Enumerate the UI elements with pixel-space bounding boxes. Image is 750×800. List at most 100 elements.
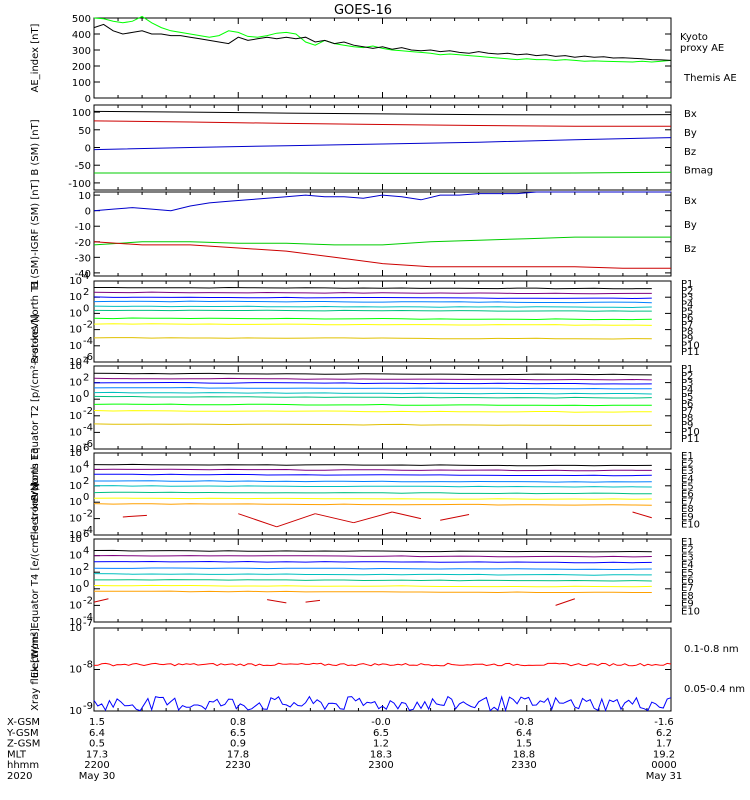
- series-line: [93, 191, 671, 212]
- legend-label: P7: [681, 320, 693, 331]
- series-line: [93, 410, 652, 413]
- x-axis-value: 17.8: [227, 749, 249, 760]
- legend-label: E1: [681, 451, 694, 462]
- y-tick-exponent: 0: [83, 303, 89, 314]
- series-line: [93, 485, 652, 488]
- legend-label: Bz: [684, 244, 696, 255]
- legend-label: P5: [681, 392, 693, 403]
- y-tick-label: -30: [75, 253, 91, 264]
- panel-e_eq: Electrons Equator T4 [e/(cm²-s-sr-keV)] 1…: [30, 483, 700, 678]
- y-tick-label: 10: [69, 551, 82, 562]
- series-line: [93, 372, 652, 376]
- y-tick-label: 100: [72, 108, 91, 119]
- x-axis-value: May 30: [79, 771, 116, 782]
- y-tick-label: 10: [69, 308, 82, 319]
- x-axis-value: 1.2: [373, 739, 389, 750]
- y-axis-label: AE_index [nT]: [30, 23, 41, 92]
- y-tick-exponent: 2: [83, 562, 89, 573]
- legend-label: P4: [681, 385, 693, 396]
- series-line: [93, 236, 671, 246]
- legend-label: E9: [681, 512, 694, 523]
- legend-label: P2: [681, 286, 693, 297]
- y-tick-label: 10: [69, 706, 82, 717]
- y-tick-label: 10: [78, 191, 91, 202]
- y-tick-exponent: 2: [83, 373, 89, 384]
- panel-bsm: B (SM) [nT] -100 -50 0 50 100 Bx By Bz Bmag: [30, 104, 713, 191]
- series-segment: [122, 514, 147, 518]
- y-tick-exponent: -9: [83, 701, 93, 712]
- series-line: [93, 584, 652, 588]
- y-tick-label: 10: [69, 514, 82, 525]
- y-tick-exponent: -8: [83, 660, 93, 671]
- legend-label: P8: [681, 327, 693, 338]
- x-axis-value: 17.3: [86, 749, 108, 760]
- y-tick-label: 100: [72, 78, 91, 89]
- y-tick-label: 400: [72, 30, 91, 41]
- y-tick-exponent: 2: [83, 287, 89, 298]
- y-tick-label: 10: [69, 325, 82, 336]
- x-axis-value: -0.8: [514, 717, 534, 728]
- panel-frame: [93, 627, 672, 712]
- y-tick-label: 10: [69, 584, 82, 595]
- y-tick-label: -100: [68, 179, 91, 190]
- x-axis-value: 18.3: [370, 749, 392, 760]
- series-line: [93, 491, 652, 495]
- legend-label: 0.1-0.8 nm: [684, 644, 739, 655]
- legend-label: P7: [681, 406, 693, 417]
- x-axis-value: 2230: [225, 760, 250, 771]
- y-tick-exponent: 6: [83, 529, 89, 540]
- x-axis-value: 6.2: [656, 728, 672, 739]
- legend-label: P11: [681, 434, 700, 445]
- x-axis-value: -1.6: [654, 717, 674, 728]
- y-tick-exponent: -4: [83, 525, 93, 536]
- y-axis-label: Electrons North T3: [30, 447, 41, 540]
- series-segment: [305, 599, 321, 603]
- y-tick-label: 10: [69, 411, 82, 422]
- series-line: [93, 23, 672, 61]
- legend-label: E2: [681, 459, 694, 470]
- y-tick-label: 10: [69, 427, 82, 438]
- series-line: [93, 554, 652, 558]
- legend-label: P9: [681, 420, 693, 431]
- x-axis-value: -0.0: [371, 717, 391, 728]
- x-axis-value: 1.7: [656, 739, 672, 750]
- y-tick-exponent: 0: [83, 389, 89, 400]
- legend-label: P9: [681, 334, 693, 345]
- panels: AE_index [nT]0100200300400500Kyotoproxy …: [30, 14, 745, 717]
- legend-label: P3: [681, 293, 693, 304]
- y-tick-label: 10: [69, 361, 82, 372]
- series-line: [93, 503, 652, 506]
- x-axis-row-label: Z-GSM: [7, 739, 40, 750]
- y-tick-label: 0: [85, 207, 91, 218]
- y-tick-label: -50: [75, 161, 91, 172]
- legend-label: P8: [681, 413, 693, 424]
- legend-label: E10: [681, 519, 700, 530]
- legend-label: P1: [681, 279, 693, 290]
- legend-label: E5: [681, 568, 694, 579]
- panel-p_eq: Protons Equator T2 [p/(cm²-s-sr-keV)] 10 4…: [30, 314, 700, 501]
- y-tick-exponent: 0: [83, 579, 89, 590]
- y-tick-label: 10: [69, 444, 82, 455]
- legend-label: P4: [681, 299, 693, 310]
- panel-ae: AE_index [nT] 0 100 200 300 400 500 Kyotoproxy …: [30, 14, 737, 105]
- series-line: [93, 391, 652, 395]
- legend-label: Bz: [684, 147, 696, 158]
- series-line: [93, 305, 652, 309]
- x-axis-value: 19.2: [653, 749, 675, 760]
- series-line: [93, 241, 671, 269]
- y-tick-label: 10: [69, 567, 82, 578]
- series-line: [93, 573, 652, 576]
- x-axis-row-label: Y-GSM: [6, 728, 39, 739]
- y-tick-label: 0: [85, 144, 91, 155]
- legend-label: E3: [681, 552, 694, 563]
- y-tick-exponent: -4: [83, 336, 93, 347]
- legend-label: Kyoto: [680, 32, 708, 43]
- y-tick-label: 10: [69, 600, 82, 611]
- series-line: [94, 473, 652, 477]
- y-tick-label: 10: [69, 448, 82, 459]
- series-line: [93, 137, 672, 151]
- legend-label: Bx: [684, 109, 697, 120]
- y-tick-label: 10: [69, 623, 82, 634]
